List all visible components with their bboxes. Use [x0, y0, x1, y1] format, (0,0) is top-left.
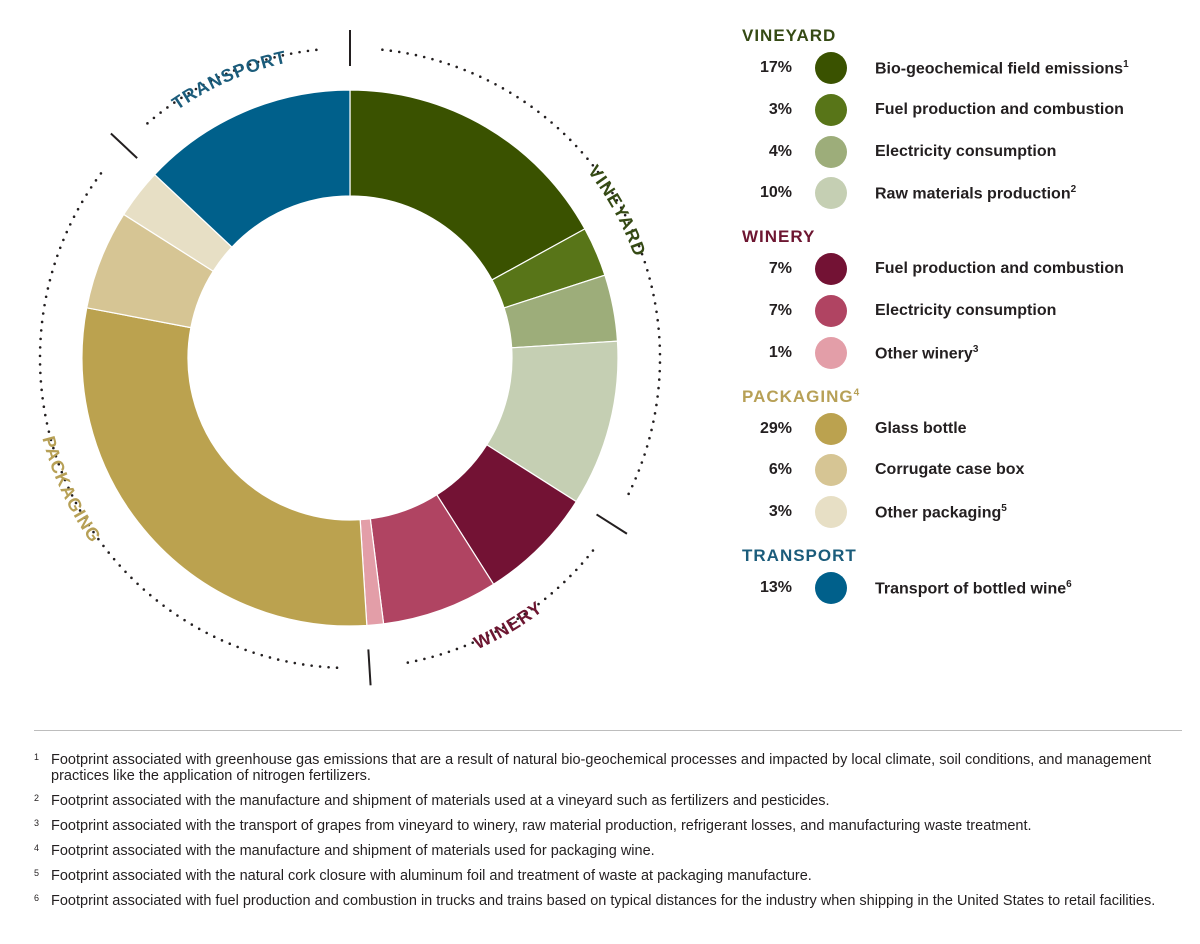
legend-swatch	[815, 135, 847, 168]
legend-swatch	[815, 253, 847, 286]
legend-percent: 10%	[759, 184, 792, 202]
dotted-arc-vineyard	[381, 48, 662, 498]
legend-label: Fuel production and combustion	[875, 260, 1124, 278]
legend-swatch	[815, 412, 847, 445]
donut-slices	[81, 89, 619, 627]
footnote: 5 Footprint associated with the natural c…	[34, 868, 1184, 884]
legend-label: Other packaging5	[875, 503, 1007, 522]
footnote: 1 Footprint associated with greenhouse ga…	[34, 752, 1184, 784]
footnote-number: 1	[34, 752, 40, 762]
legend-label: Electricity consumption	[875, 302, 1057, 319]
slice-transport-10	[153, 89, 351, 248]
legend-percent: 6%	[768, 461, 792, 479]
footnote: 2 Footprint associated with the manufactu…	[34, 793, 1184, 809]
footnote-text: Footprint associated with greenhouse gas…	[51, 752, 1152, 784]
legend-percent: 7%	[768, 302, 792, 319]
legend-swatch	[815, 572, 847, 604]
legend-label: Electricity consumption	[875, 142, 1057, 160]
legend-swatch	[815, 454, 847, 487]
legend-label: Bio-geochemical field emissions1	[875, 59, 1129, 78]
legend-percent: 13%	[759, 579, 792, 596]
dotted-arc-packaging	[38, 169, 339, 670]
footnote: 3 Footprint associated with the transport…	[34, 818, 1184, 834]
legend-swatch	[815, 93, 847, 126]
footnote: 6 Footprint associated with fuel producti…	[34, 893, 1184, 909]
legend-swatch	[815, 52, 847, 84]
footnote-text: Footprint associated with the manufactur…	[51, 843, 655, 859]
group-label-vineyard: VINEYARD	[584, 161, 650, 259]
footnote-number: 2	[34, 793, 40, 803]
legend-percent: 29%	[759, 419, 792, 437]
legend-percent: 3%	[768, 503, 792, 521]
legend-percent: 4%	[768, 142, 792, 160]
footnote-number: 4	[34, 843, 40, 853]
footnote-text: Footprint associated with the transport …	[51, 818, 1032, 834]
legend-label: Raw materials production2	[875, 184, 1077, 203]
divider-tick-packaging	[367, 649, 372, 686]
legend-percent: 17%	[759, 59, 792, 76]
legend-category-transport: TRANSPORT	[742, 546, 857, 565]
divider-tick-transport	[110, 132, 138, 159]
group-label-packaging: PACKAGING	[38, 434, 105, 547]
footnote-divider	[34, 730, 1182, 731]
footnote: 4 Footprint associated with the manufactu…	[34, 843, 1184, 859]
legend-category-vineyard: VINEYARD	[742, 26, 837, 45]
legend-category-packaging: PACKAGING4	[742, 386, 861, 406]
footnote-number: 6	[34, 893, 40, 903]
legend-label: Transport of bottled wine6	[875, 579, 1072, 598]
legend-category-winery: WINERY	[742, 227, 816, 247]
legend-label: Fuel production and combustion	[875, 100, 1124, 118]
legend-percent: 1%	[768, 343, 792, 361]
footnotes: 1 Footprint associated with greenhouse ga…	[34, 752, 1184, 918]
footnote-text: Footprint associated with the manufactur…	[51, 793, 830, 809]
footnote-number: 3	[34, 818, 40, 828]
legend-percent: 7%	[768, 260, 792, 278]
legend-label: Corrugate case box	[875, 461, 1025, 479]
dotted-arc-transport	[146, 48, 319, 125]
group-label-winery: WINERY	[471, 597, 547, 653]
legend-swatch	[815, 496, 847, 529]
legend: VINEYARD 17% Bio-geochemical field emissio…	[732, 0, 1192, 700]
footnote-text: Footprint associated with fuel productio…	[51, 893, 1156, 909]
legend-swatch	[815, 295, 847, 327]
legend-label: Other winery3	[875, 343, 979, 363]
legend-percent: 3%	[768, 100, 792, 118]
footnote-text: Footprint associated with the natural co…	[51, 868, 812, 884]
legend-swatch	[815, 177, 847, 210]
footnote-number: 5	[34, 868, 40, 878]
slice-packaging-7	[81, 307, 368, 627]
group-arc-dividers	[38, 30, 662, 686]
legend-label: Glass bottle	[875, 419, 967, 437]
legend-swatch	[815, 336, 847, 369]
divider-tick-winery	[596, 513, 628, 535]
